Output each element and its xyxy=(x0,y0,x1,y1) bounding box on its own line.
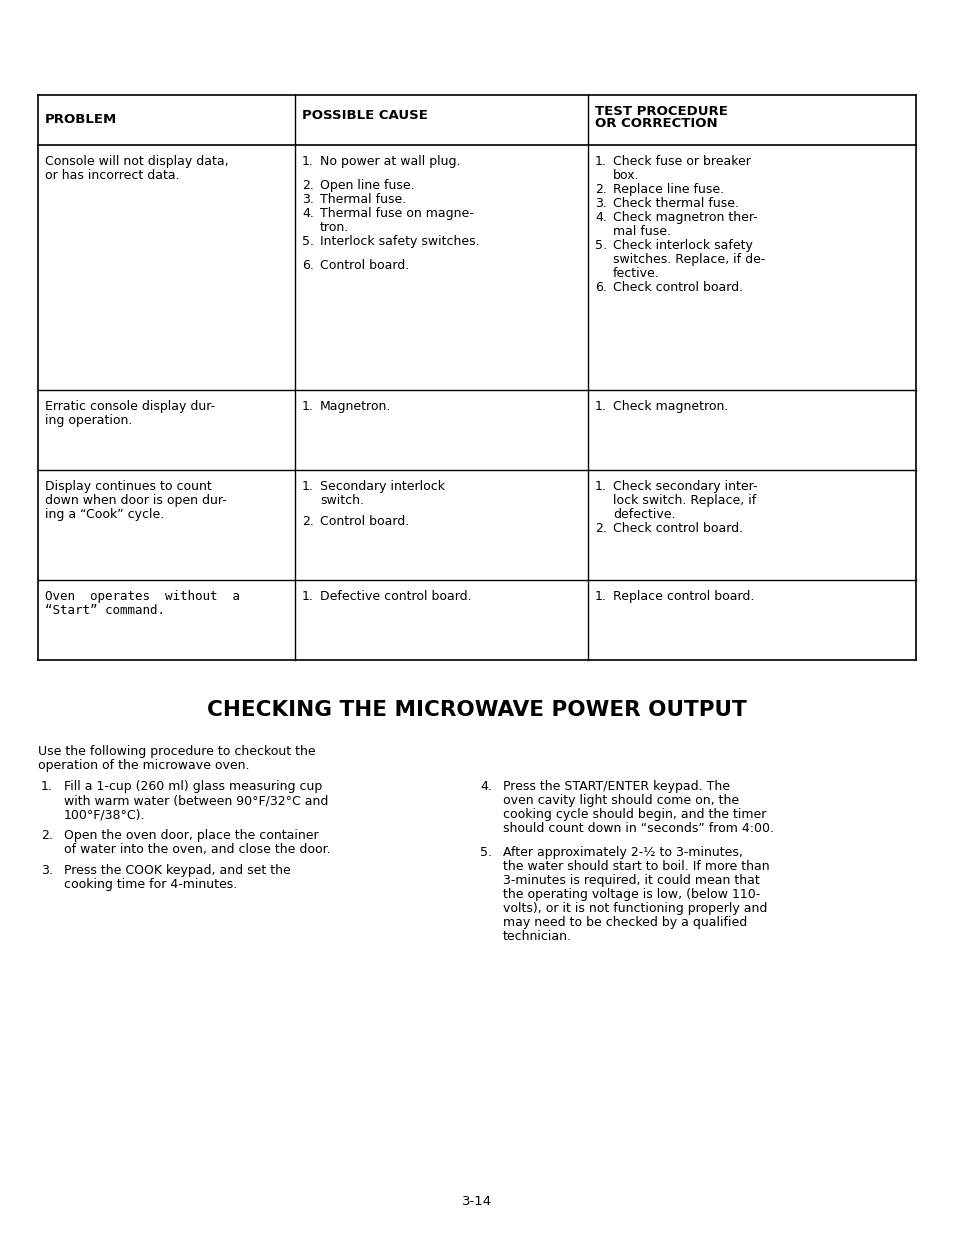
Text: 5.: 5. xyxy=(302,235,314,248)
Text: No power at wall plug.: No power at wall plug. xyxy=(319,156,460,168)
Text: Replace control board.: Replace control board. xyxy=(613,590,754,603)
Text: 2.: 2. xyxy=(595,522,606,535)
Text: Open line fuse.: Open line fuse. xyxy=(319,179,415,191)
Text: 5.: 5. xyxy=(595,240,606,252)
Text: ing a “Cook” cycle.: ing a “Cook” cycle. xyxy=(45,508,164,521)
Text: 3.: 3. xyxy=(41,864,52,877)
Text: ing operation.: ing operation. xyxy=(45,414,132,427)
Text: or has incorrect data.: or has incorrect data. xyxy=(45,169,179,182)
Text: Replace line fuse.: Replace line fuse. xyxy=(613,183,723,196)
Text: cooking time for 4-minutes.: cooking time for 4-minutes. xyxy=(64,878,237,890)
Text: 1.: 1. xyxy=(595,590,606,603)
Text: Use the following procedure to checkout the: Use the following procedure to checkout … xyxy=(38,745,315,758)
Text: Interlock safety switches.: Interlock safety switches. xyxy=(319,235,479,248)
Text: Check interlock safety: Check interlock safety xyxy=(613,240,752,252)
Text: 2.: 2. xyxy=(595,183,606,196)
Text: Check fuse or breaker: Check fuse or breaker xyxy=(613,156,750,168)
Text: with warm water (between 90°F/32°C and: with warm water (between 90°F/32°C and xyxy=(64,794,328,806)
Text: 1.: 1. xyxy=(595,156,606,168)
Text: 3-minutes is required, it could mean that: 3-minutes is required, it could mean tha… xyxy=(502,874,759,887)
Text: 3-14: 3-14 xyxy=(461,1195,492,1208)
Text: 100°F/38°C).: 100°F/38°C). xyxy=(64,808,146,821)
Text: down when door is open dur-: down when door is open dur- xyxy=(45,494,227,508)
Text: fective.: fective. xyxy=(613,267,659,280)
Text: “Start” command.: “Start” command. xyxy=(45,604,165,618)
Text: tron.: tron. xyxy=(319,221,349,233)
Text: box.: box. xyxy=(613,169,639,182)
Text: oven cavity light should come on, the: oven cavity light should come on, the xyxy=(502,794,739,806)
Text: Thermal fuse on magne-: Thermal fuse on magne- xyxy=(319,206,474,220)
Text: defective.: defective. xyxy=(613,508,675,521)
Text: POSSIBLE CAUSE: POSSIBLE CAUSE xyxy=(302,109,428,121)
Text: Defective control board.: Defective control board. xyxy=(319,590,471,603)
Text: switch.: switch. xyxy=(319,494,364,508)
Text: Check control board.: Check control board. xyxy=(613,282,742,294)
Text: TEST PROCEDURE: TEST PROCEDURE xyxy=(595,105,727,117)
Text: of water into the oven, and close the door.: of water into the oven, and close the do… xyxy=(64,844,331,856)
Text: volts), or it is not functioning properly and: volts), or it is not functioning properl… xyxy=(502,902,766,915)
Text: the water should start to boil. If more than: the water should start to boil. If more … xyxy=(502,860,769,873)
Text: switches. Replace, if de-: switches. Replace, if de- xyxy=(613,253,764,266)
Text: cooking cycle should begin, and the timer: cooking cycle should begin, and the time… xyxy=(502,808,765,821)
Text: 2.: 2. xyxy=(302,179,314,191)
Text: Oven  operates  without  a: Oven operates without a xyxy=(45,590,240,603)
Text: technician.: technician. xyxy=(502,930,572,944)
Text: Fill a 1-cup (260 ml) glass measuring cup: Fill a 1-cup (260 ml) glass measuring cu… xyxy=(64,781,322,793)
Text: mal fuse.: mal fuse. xyxy=(613,225,670,238)
Text: 1.: 1. xyxy=(302,400,314,412)
Text: Display continues to count: Display continues to count xyxy=(45,480,212,493)
Text: Press the COOK keypad, and set the: Press the COOK keypad, and set the xyxy=(64,864,291,877)
Text: 6.: 6. xyxy=(302,258,314,272)
Text: Console will not display data,: Console will not display data, xyxy=(45,156,229,168)
Text: the operating voltage is low, (below 110-: the operating voltage is low, (below 110… xyxy=(502,888,760,902)
Text: 3.: 3. xyxy=(595,198,606,210)
Text: Erratic console display dur-: Erratic console display dur- xyxy=(45,400,214,412)
Text: lock switch. Replace, if: lock switch. Replace, if xyxy=(613,494,756,508)
Text: Open the oven door, place the container: Open the oven door, place the container xyxy=(64,829,318,842)
Text: Check control board.: Check control board. xyxy=(613,522,742,535)
Text: Magnetron.: Magnetron. xyxy=(319,400,391,412)
Text: Control board.: Control board. xyxy=(319,515,409,529)
Text: 1.: 1. xyxy=(595,400,606,412)
Text: Check magnetron.: Check magnetron. xyxy=(613,400,727,412)
Text: 2.: 2. xyxy=(302,515,314,529)
Text: may need to be checked by a qualified: may need to be checked by a qualified xyxy=(502,916,746,929)
Text: 1.: 1. xyxy=(41,781,52,793)
Text: Check secondary inter-: Check secondary inter- xyxy=(613,480,757,493)
Text: should count down in “seconds” from 4:00.: should count down in “seconds” from 4:00… xyxy=(502,823,773,835)
Text: After approximately 2-½ to 3-minutes,: After approximately 2-½ to 3-minutes, xyxy=(502,846,742,860)
Text: 2.: 2. xyxy=(41,829,52,842)
Text: Press the START/ENTER keypad. The: Press the START/ENTER keypad. The xyxy=(502,781,729,793)
Text: 1.: 1. xyxy=(595,480,606,493)
Text: 4.: 4. xyxy=(302,206,314,220)
Text: 1.: 1. xyxy=(302,590,314,603)
Text: 1.: 1. xyxy=(302,156,314,168)
Text: operation of the microwave oven.: operation of the microwave oven. xyxy=(38,760,250,772)
Text: Control board.: Control board. xyxy=(319,258,409,272)
Text: PROBLEM: PROBLEM xyxy=(45,112,117,126)
Text: 1.: 1. xyxy=(302,480,314,493)
Text: 5.: 5. xyxy=(479,846,492,860)
Text: Thermal fuse.: Thermal fuse. xyxy=(319,193,406,206)
Text: Check magnetron ther-: Check magnetron ther- xyxy=(613,211,757,224)
Text: 6.: 6. xyxy=(595,282,606,294)
Text: 3.: 3. xyxy=(302,193,314,206)
Text: CHECKING THE MICROWAVE POWER OUTPUT: CHECKING THE MICROWAVE POWER OUTPUT xyxy=(207,700,746,720)
Text: Secondary interlock: Secondary interlock xyxy=(319,480,444,493)
Text: 4.: 4. xyxy=(479,781,492,793)
Text: OR CORRECTION: OR CORRECTION xyxy=(595,116,717,130)
Text: Check thermal fuse.: Check thermal fuse. xyxy=(613,198,739,210)
Text: 4.: 4. xyxy=(595,211,606,224)
